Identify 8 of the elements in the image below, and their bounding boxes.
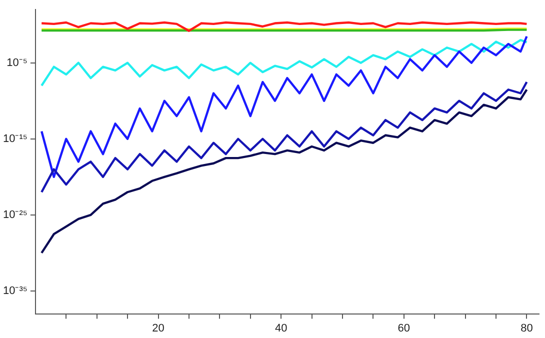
y-tick-label: 10⁻²⁵: [2, 208, 28, 221]
y-tick-label: 10⁻³⁵: [2, 285, 28, 298]
x-tick-label: 40: [274, 322, 288, 334]
y-tick-label: 10⁻⁵: [6, 56, 28, 69]
x-tick-label: 80: [520, 322, 533, 334]
x-tick-label: 20: [152, 322, 164, 334]
y-tick-label: 10⁻¹⁵: [2, 132, 28, 145]
x-tick-label: 60: [398, 322, 410, 334]
